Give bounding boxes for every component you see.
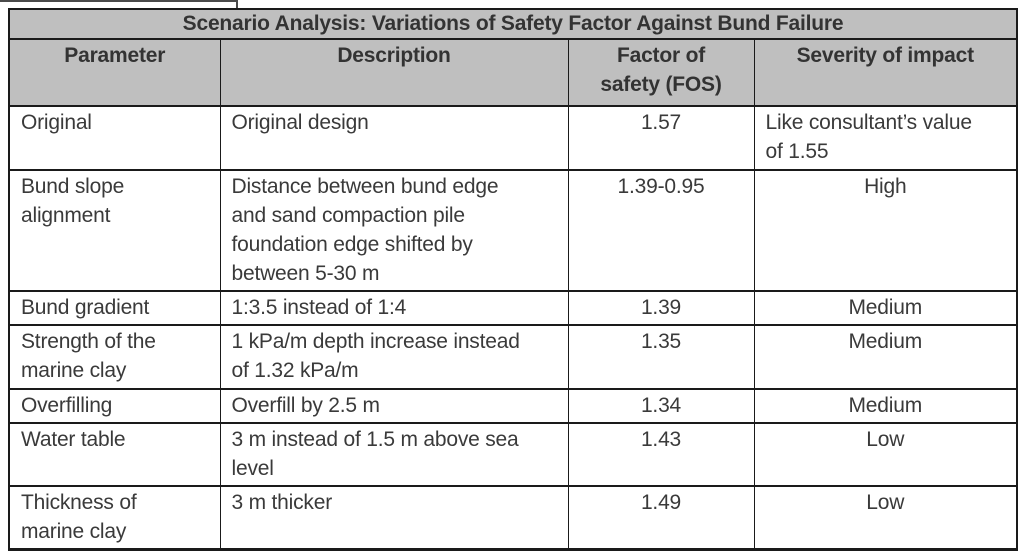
cell-description: 3 m instead of 1.5 m above sea level [219, 422, 569, 487]
cell-severity: Low [753, 422, 1018, 487]
table-header-row: Parameter Description Factor of safety (… [8, 38, 1018, 107]
cell-parameter: Overfilling [8, 388, 221, 424]
cell-fos: 1.57 [567, 105, 755, 171]
cell-description: Distance between bund edge and sand comp… [219, 169, 569, 292]
column-header-parameter: Parameter [8, 38, 221, 107]
table-row: Strength of the marine clay 1 kPa/m depth… [8, 324, 1018, 390]
cell-parameter: Bund slope alignment [8, 169, 221, 292]
column-header-severity: Severity of impact [753, 38, 1018, 107]
cell-severity: Medium [753, 324, 1018, 390]
table-row: Bund gradient 1:3.5 instead of 1:4 1.39 Med… [8, 290, 1018, 326]
cell-severity: Like consultant’s value of 1.55 [753, 105, 1018, 171]
scenario-analysis-table: Scenario Analysis: Variations of Safety … [8, 8, 1019, 551]
cell-parameter: Water table [8, 422, 221, 487]
cell-fos: 1.39 [567, 290, 755, 326]
cell-parameter: Original [8, 105, 221, 171]
table-row: Thickness of marine clay 3 m thicker 1.49 L… [8, 485, 1018, 551]
table-row: Original Original design 1.57 Like consulta… [8, 105, 1018, 171]
table-row: Overfilling Overfill by 2.5 m 1.34 Medium [8, 388, 1018, 424]
cell-severity: Medium [753, 388, 1018, 424]
cell-description: Overfill by 2.5 m [219, 388, 569, 424]
cell-severity: Medium [753, 290, 1018, 326]
cell-fos: 1.43 [567, 422, 755, 487]
column-header-fos: Factor of safety (FOS) [567, 38, 755, 107]
table-title: Scenario Analysis: Variations of Safety … [8, 8, 1018, 40]
cell-fos: 1.39-0.95 [567, 169, 755, 292]
cropped-edge-artifact-horizontal [0, 0, 237, 2]
column-header-description: Description [219, 38, 569, 107]
cell-severity: Low [753, 485, 1018, 551]
table-row: Bund slope alignment Distance between bun… [8, 169, 1018, 292]
cell-parameter: Thickness of marine clay [8, 485, 221, 551]
cell-description: 1 kPa/m depth increase instead of 1.32 k… [219, 324, 569, 390]
cell-description: 3 m thicker [219, 485, 569, 551]
cell-parameter: Bund gradient [8, 290, 221, 326]
table-title-row: Scenario Analysis: Variations of Safety … [8, 8, 1018, 40]
cell-severity: High [753, 169, 1018, 292]
cell-fos: 1.49 [567, 485, 755, 551]
cell-description: 1:3.5 instead of 1:4 [219, 290, 569, 326]
cell-fos: 1.34 [567, 388, 755, 424]
cell-fos: 1.35 [567, 324, 755, 390]
table-body: Original Original design 1.57 Like consulta… [8, 105, 1018, 551]
cell-parameter: Strength of the marine clay [8, 324, 221, 390]
cell-description: Original design [219, 105, 569, 171]
table-row: Water table 3 m instead of 1.5 m above se… [8, 422, 1018, 487]
cropped-edge-artifact-vertical [236, 0, 238, 9]
